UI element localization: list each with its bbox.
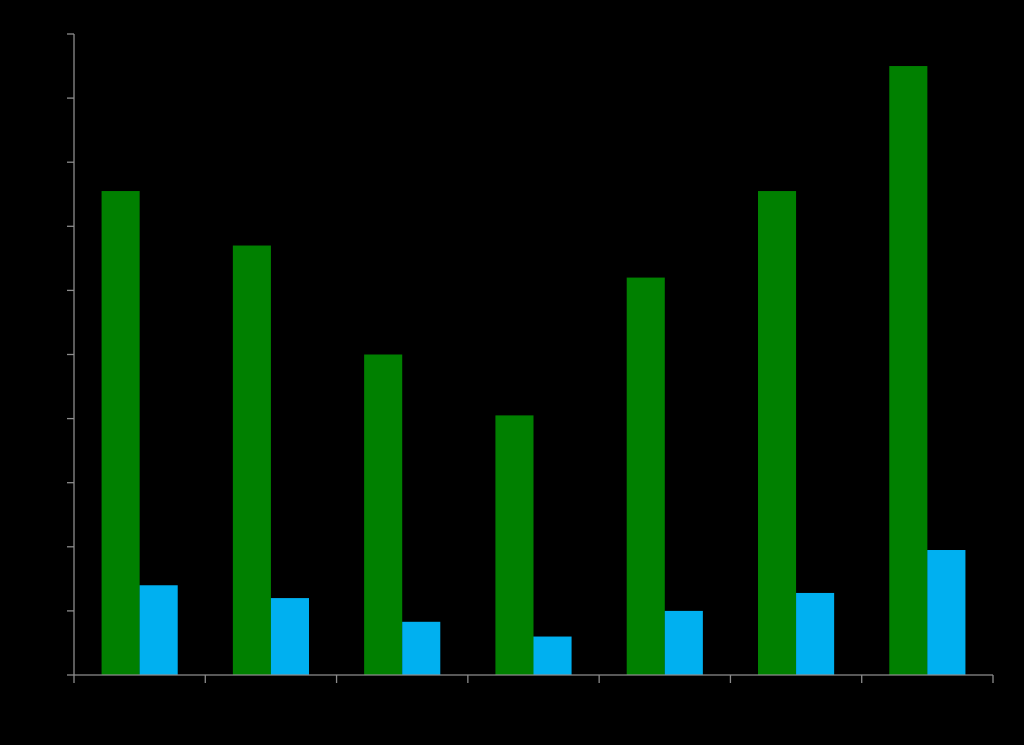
bar: [664, 610, 703, 675]
bar: [402, 621, 441, 675]
bar: [796, 592, 835, 675]
bar: [626, 277, 665, 675]
bar: [270, 598, 310, 675]
bar: [533, 636, 572, 675]
bar: [927, 550, 966, 675]
bar: [889, 66, 928, 676]
bar: [232, 245, 271, 675]
bar: [101, 191, 140, 676]
bar: [139, 585, 178, 675]
bar: [757, 191, 797, 676]
bar: [495, 415, 534, 675]
bar: [364, 354, 403, 675]
